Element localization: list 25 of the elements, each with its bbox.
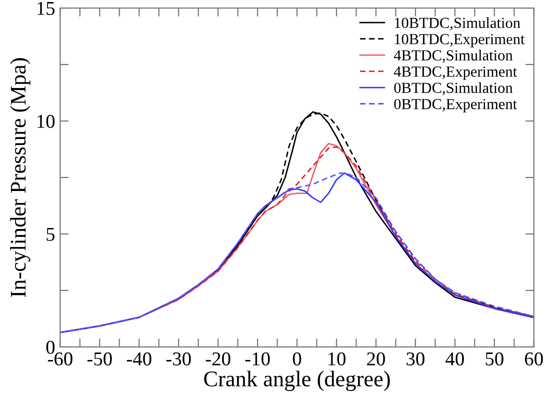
- x-tick-label: -20: [206, 352, 230, 366]
- legend-label: 10BTDC,Simulation: [394, 17, 520, 30]
- x-tick-label: -60: [48, 352, 72, 366]
- x-axis-title: Crank angle (degree): [204, 370, 390, 392]
- x-tick-label: -50: [87, 352, 112, 366]
- x-tick-label: 40: [446, 352, 464, 366]
- x-tick-label: -40: [126, 352, 152, 366]
- legend-label: 10BTDC,Experiment: [394, 34, 525, 48]
- x-tick-label: 0: [292, 352, 302, 366]
- x-tick-label: -10: [245, 352, 270, 366]
- y-axis-title: In-cylinder Pressure (Mpa): [10, 58, 30, 298]
- x-tick-label: 30: [406, 352, 424, 366]
- legend-label: 0BTDC,Experiment: [394, 98, 517, 112]
- x-tick-label: 50: [486, 352, 504, 366]
- y-tick-label: 0: [46, 340, 55, 354]
- x-tick-label: 60: [524, 352, 543, 366]
- y-tick-label: 5: [46, 228, 55, 241]
- legend-label: 0BTDC,Simulation: [394, 82, 513, 96]
- x-tick-label: 20: [367, 352, 385, 366]
- x-tick-label: -30: [166, 352, 191, 366]
- x-tick-label: 10: [328, 352, 346, 366]
- legend-label: 4BTDC,Simulation: [394, 50, 513, 63]
- y-tick-label: 10: [38, 114, 55, 128]
- y-tick-label: 15: [38, 2, 55, 15]
- legend-label: 4BTDC,Experiment: [394, 66, 517, 80]
